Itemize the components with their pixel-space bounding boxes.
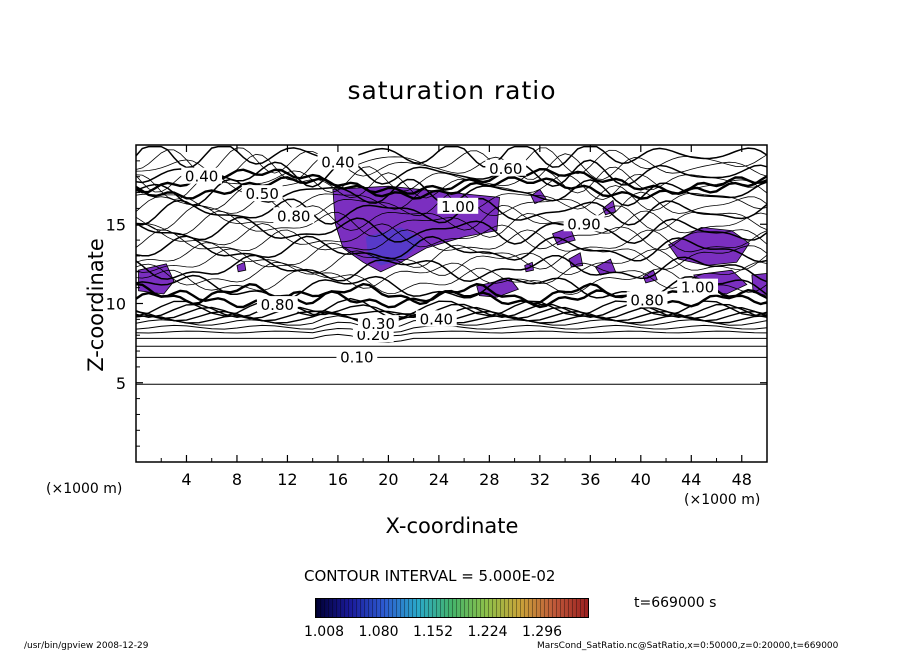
contour-line	[135, 327, 768, 337]
contour-label: 1.00	[441, 198, 474, 216]
colorbar-tick-label: 1.152	[413, 624, 453, 639]
contour-label: 0.80	[630, 291, 663, 309]
x-axis: 4 8 12 16 20 24 28 32 36 40 44 48	[160, 145, 752, 489]
colorbar-tick-label: 1.224	[467, 624, 507, 639]
contour-line	[135, 216, 768, 245]
contour-line	[135, 248, 768, 276]
contour-line	[135, 153, 768, 181]
footer-source: MarsCond_SatRatio.nc@SatRatio,x=0:50000,…	[537, 641, 839, 651]
contour-line	[135, 303, 768, 319]
contour-label-bg	[357, 315, 399, 332]
contour-label: 0.40	[420, 310, 453, 328]
contour-line	[135, 261, 768, 289]
contour-lines	[135, 145, 768, 385]
x-unit-label-left: (×1000 m)	[46, 481, 123, 497]
x-tick-label: 4	[181, 470, 191, 489]
contour-label: 0.80	[277, 207, 310, 225]
contour-line	[135, 223, 768, 251]
contour-label: 0.90	[567, 215, 600, 233]
contour-label: 0.40	[185, 168, 218, 186]
contour-label: 0.80	[261, 296, 294, 314]
y-axis-label: Z-coordinate	[84, 238, 108, 372]
contour-label: 0.60	[489, 160, 522, 178]
contour-label-bg	[485, 159, 527, 176]
x-tick-label: 16	[328, 470, 348, 489]
contour-label-bg	[563, 215, 605, 232]
contour-line	[135, 166, 768, 194]
contour-label-bg	[626, 291, 668, 308]
x-tick-label: 40	[631, 470, 651, 489]
x-tick-label: 24	[429, 470, 449, 489]
contour-label-bg	[437, 197, 479, 214]
contour-label-bg	[256, 296, 298, 313]
contour-label-bg	[677, 278, 718, 295]
y-tick-label: 10	[106, 295, 126, 314]
contour-line	[135, 254, 768, 283]
x-tick-label: 44	[681, 470, 701, 489]
x-tick-label: 20	[378, 470, 398, 489]
x-tick-label: 12	[277, 470, 297, 489]
contour-label-bg	[241, 185, 283, 202]
contour-label: 0.30	[362, 315, 395, 333]
contour-line	[135, 197, 768, 226]
y-tick-label: 5	[116, 374, 126, 393]
contour-line	[136, 333, 767, 343]
contour-line	[135, 159, 768, 188]
contour-label: 1.00	[681, 279, 714, 297]
contour-line	[135, 191, 768, 218]
contour-line	[135, 145, 768, 169]
contour-label-bg	[336, 348, 378, 365]
x-tick-label: 8	[232, 470, 242, 489]
y-tick-label: 15	[106, 215, 126, 234]
contour-interval-label: CONTOUR INTERVAL = 5.000E-02	[304, 567, 556, 585]
x-axis-label: X-coordinate	[385, 514, 519, 538]
chart-title: saturation ratio	[347, 76, 557, 105]
contour-line	[135, 204, 768, 231]
contour-label-bg	[181, 167, 223, 184]
contour-line	[135, 210, 768, 238]
contour-line	[135, 147, 768, 175]
contour-line	[135, 172, 768, 201]
colorbar-tick-label: 1.296	[522, 624, 562, 639]
contour-line	[135, 235, 768, 263]
y-axis: 5 10 15	[106, 160, 767, 447]
contour-label: 0.40	[321, 153, 354, 171]
contour-label-bg	[317, 153, 359, 170]
contour-label: 0.10	[340, 348, 373, 366]
colorbar-ticks: 1.008 1.080 1.152 1.224 1.296	[304, 624, 562, 639]
x-tick-label: 48	[732, 470, 752, 489]
time-label: t=669000 s	[634, 595, 717, 611]
colorbar-tick-label: 1.008	[304, 624, 344, 639]
contour-line	[135, 176, 768, 200]
footer-program: /usr/bin/gpview 2008-12-29	[24, 641, 149, 651]
x-tick-label: 28	[479, 470, 499, 489]
x-tick-label: 36	[580, 470, 600, 489]
contour-label-bg	[415, 310, 457, 327]
contour-label: 0.50	[245, 185, 278, 203]
contour-line	[135, 297, 768, 320]
supersaturation-region	[668, 226, 750, 266]
supersaturation-region	[236, 261, 247, 273]
contour-label-bg	[273, 207, 315, 224]
contour-line	[135, 229, 768, 253]
colorbar-tick-label: 1.080	[358, 624, 398, 639]
contour-labels: 0.100.200.30 0.400.80 0.800.400.40 0.600.50…	[181, 153, 718, 366]
colorbar	[315, 598, 589, 618]
x-unit-label-right: (×1000 m)	[684, 492, 761, 508]
contour-line	[135, 274, 768, 300]
x-tick-label: 32	[530, 470, 550, 489]
